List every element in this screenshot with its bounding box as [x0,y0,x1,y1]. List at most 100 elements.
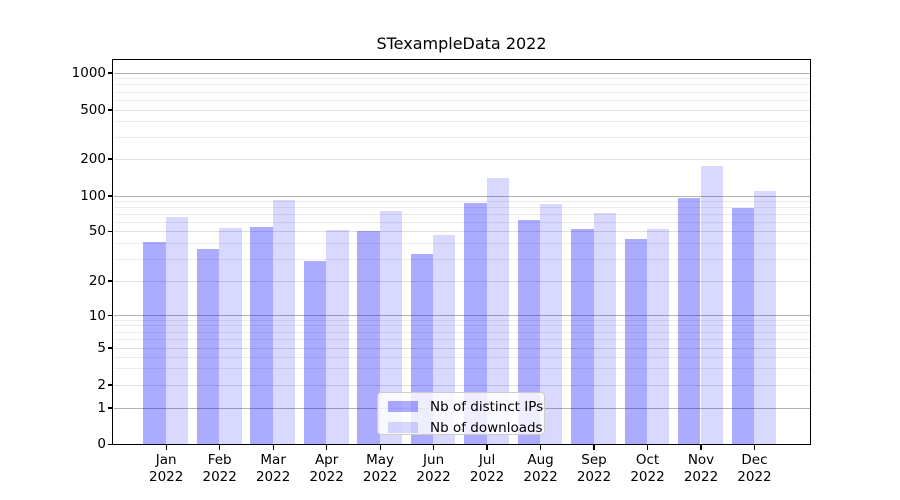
x-tick-label: Nov 2022 [671,452,731,486]
x-tick-year: 2022 [683,469,719,485]
y-tick-mark [108,109,113,111]
y-tick-label: 500 [80,102,106,118]
x-tick-year: 2022 [362,469,398,485]
y-tick-label: 50 [88,223,106,240]
y-gridline-minor [113,325,811,327]
y-gridline-minor [113,331,811,333]
y-tick-label: 10 [88,307,106,324]
y-gridline-minor [113,221,811,223]
x-tick-mark [753,445,756,450]
y-tick-mark [108,384,113,386]
bar-ips-apr [303,260,327,445]
y-gridline-minor [113,99,811,101]
bar-ips-dec [731,208,754,445]
bar-downloads-nov [700,166,723,445]
x-tick-year: 2022 [416,469,451,485]
x-tick-month: Jul [478,452,496,468]
bar-downloads-feb [219,228,242,445]
x-tick-mark [219,445,221,450]
legend-row-ips: Nb of distinct IPs [388,398,544,415]
x-tick-year: 2022 [309,469,344,485]
legend-label-ips: Nb of distinct IPs [430,398,544,415]
bar-downloads-dec [753,191,777,445]
bar-downloads-apr [326,230,349,445]
bar-ips-oct [624,239,647,445]
x-tick-label: Jun 2022 [404,452,464,486]
y-gridline-mid [113,109,811,111]
bar-downloads-jul [486,178,509,445]
x-tick-label: Jul 2022 [457,452,517,486]
x-tick-label: Sep 2022 [564,452,624,486]
x-tick-label: Oct 2022 [618,452,678,486]
x-tick-month: Feb [207,452,232,468]
y-gridline-mid [113,230,811,232]
bar-ips-feb [196,249,220,445]
y-tick-label: 2 [97,377,106,393]
x-tick-label: Dec 2022 [724,452,784,486]
bar-ips-aug [517,219,541,445]
x-tick-month: Dec [741,452,768,468]
bar-ips-jan [143,242,166,445]
y-tick-mark [108,72,113,74]
bar-downloads-may [379,211,402,445]
y-tick-label: 20 [88,273,106,289]
bar-downloads-jun [433,234,456,445]
y-tick-mark [108,314,113,317]
y-gridline-minor [113,356,811,358]
x-tick-mark [700,445,702,450]
y-gridline-minor [113,213,811,215]
y-gridline-mid [113,280,811,282]
x-tick-year: 2022 [202,469,237,485]
y-tick-mark [108,195,113,197]
bar-ips-sep [571,229,594,445]
x-tick-year: 2022 [523,469,558,485]
y-tick-mark [108,280,113,282]
x-tick-mark [593,445,595,450]
x-tick-mark [486,445,488,450]
y-tick-mark [108,158,113,160]
bar-downloads-mar [272,200,296,445]
bar-ips-nov [678,197,701,445]
y-gridline-minor [113,206,811,208]
chart-title: STexampleData 2022 [376,34,547,53]
x-tick-month: Oct [635,452,660,468]
y-gridline-major [113,72,811,74]
x-tick-label: Apr 2022 [297,452,357,486]
y-tick-label: 200 [80,151,106,167]
bar-downloads-jan [165,217,189,445]
y-gridline-major [113,195,811,197]
y-gridline-mid [113,158,811,160]
legend: Nb of distinct IPs Nb of downloads [377,392,545,436]
y-tick-label: 1000 [71,65,106,81]
y-tick-label: 0 [97,436,106,453]
y-gridline-minor [113,78,811,80]
y-gridline-major [113,315,811,316]
bar-downloads-oct [647,229,670,445]
x-tick-label: Jan 2022 [136,452,196,486]
x-tick-year: 2022 [255,469,291,485]
x-tick-mark [379,445,381,450]
y-gridline-minor [113,319,811,321]
x-tick-month: May [366,452,395,468]
x-tick-label: Feb 2022 [190,452,250,486]
x-tick-month: Jan [155,452,177,468]
x-tick-month: Mar [260,452,286,468]
y-tick-label: 1 [97,400,106,416]
y-tick-mark [108,443,113,445]
x-tick-mark [539,445,542,450]
y-gridline-minor [113,242,811,244]
y-gridline-mid [113,347,811,349]
y-tick-mark [108,230,113,232]
y-tick-label: 100 [80,188,106,204]
x-tick-month: Jun [423,452,445,468]
legend-row-downloads: Nb of downloads [388,419,544,436]
y-gridline-minor [113,84,811,86]
x-tick-year: 2022 [469,469,505,485]
y-gridline-minor [113,258,811,260]
x-tick-label: May 2022 [350,452,410,486]
x-tick-year: 2022 [737,469,772,485]
x-tick-mark [165,445,167,450]
y-tick-label: 5 [97,340,106,356]
x-tick-mark [272,445,274,450]
